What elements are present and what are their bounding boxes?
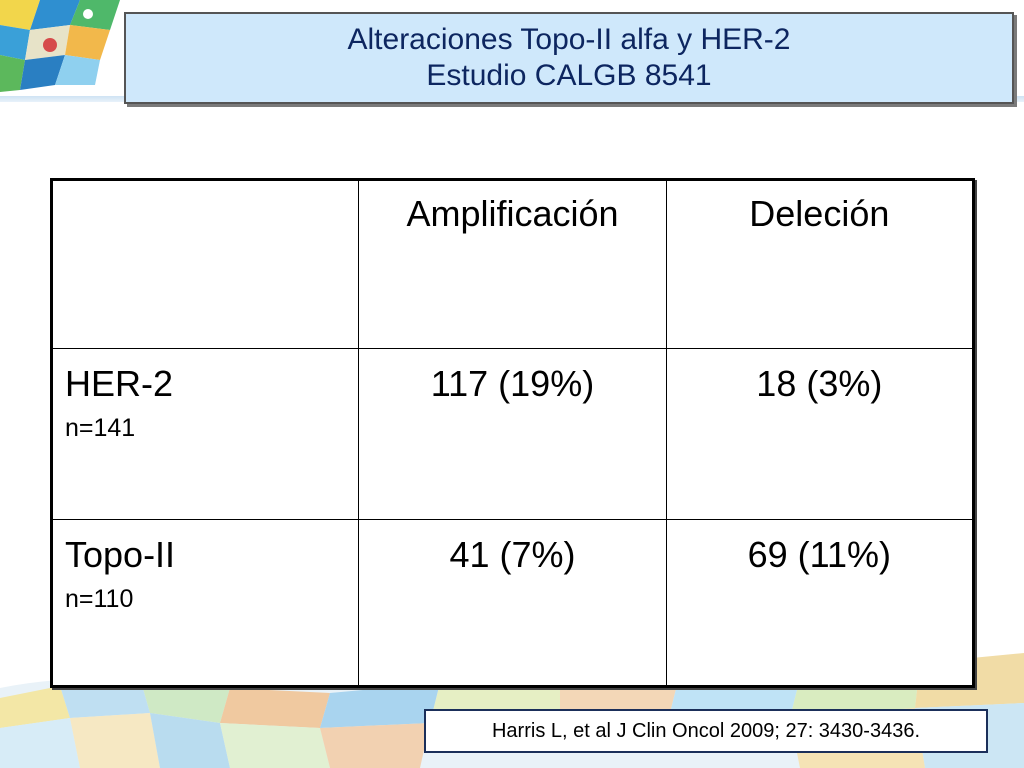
row-sample-size: n=110 [65,585,134,613]
row-name: Topo-II [65,534,176,575]
amplificacion-value: 117 (19%) [358,348,667,520]
title-line-2: Estudio CALGB 8541 [426,59,712,92]
amplificacion-value: 41 (7%) [358,519,667,687]
row-label-cell: Topo-II n=110 [50,519,360,687]
table-row: Topo-II n=110 41 (7%) 69 (11%) [50,519,975,687]
row-label-cell: HER-2 n=141 [50,348,360,520]
table-row: HER-2 n=141 117 (19%) 18 (3%) [50,348,975,520]
table-header-row: Amplificación Deleción [50,179,975,349]
delecion-value: 69 (11%) [665,519,975,687]
results-table: Amplificación Deleción HER-2 n=141 117 (… [50,178,975,688]
citation-box: Harris L, et al J Clin Oncol 2009; 27: 3… [424,709,988,753]
header-cell-delecion: Deleción [665,179,975,349]
row-name: HER-2 [65,363,174,404]
title-line-1: Alteraciones Topo-II alfa y HER-2 [347,23,791,56]
header-cell-empty [50,179,360,349]
row-sample-size: n=141 [65,414,136,442]
title-box: Alteraciones Topo-II alfa y HER-2 Estudi… [124,12,1014,104]
mosaic-logo-decoration [0,0,120,92]
delecion-value: 18 (3%) [665,348,975,520]
header-cell-amplificacion: Amplificación [358,179,667,349]
